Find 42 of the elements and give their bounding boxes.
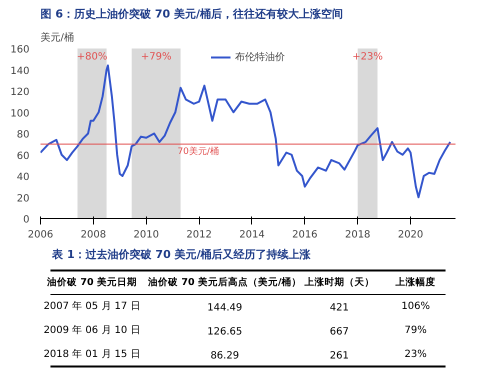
y-tick-label: 20 xyxy=(16,193,30,204)
band-label: +23% xyxy=(352,52,383,62)
x-tick-label: 2020 xyxy=(398,230,424,240)
text: 106% xyxy=(401,301,430,312)
y-tick-label: 0 xyxy=(23,214,30,226)
band-label: +80% xyxy=(76,52,108,62)
text: 86.29 xyxy=(210,350,240,362)
ref-line-label: 70美元/桶 xyxy=(177,146,219,158)
text: 421 xyxy=(330,302,349,314)
x-tick-label: 2008 xyxy=(80,230,106,240)
y-tick-label: 60 xyxy=(16,150,30,162)
text: 上涨幅度 xyxy=(394,276,436,288)
line-series xyxy=(40,64,452,198)
y-tick-label: 40 xyxy=(16,172,30,183)
text: 油价破 70 美元后高点（美元/桶） xyxy=(147,276,302,288)
x-tick-label: 2016 xyxy=(292,230,318,240)
text: 126.65 xyxy=(207,326,242,338)
y-tick-label: 120 xyxy=(10,87,30,98)
text: 23% xyxy=(404,349,427,360)
text: 667 xyxy=(330,326,349,338)
x-tick-label: 2010 xyxy=(134,230,159,240)
text: 油价破 70 美元日期 xyxy=(46,276,137,288)
text: 79% xyxy=(404,325,427,336)
x-tick-label: 2018 xyxy=(344,230,370,240)
text: 261 xyxy=(330,350,349,362)
y-tick-label: 100 xyxy=(10,108,30,120)
text: 表 1：过去油价突破 70 美元/桶后又经历了持续上涨 xyxy=(51,248,312,261)
y-axis-title: 美元/桶 xyxy=(40,32,74,44)
x-tick-label: 2014 xyxy=(239,230,265,240)
text: 2009 年 06 月 10 日 xyxy=(44,324,140,336)
text: 2018 年 01 月 15 日 xyxy=(44,348,140,360)
legend-label: 布伦特油价 xyxy=(235,50,285,64)
text: 144.49 xyxy=(207,302,242,314)
text: 2007 年 05 月 17 日 xyxy=(44,300,140,312)
x-tick-label: 2012 xyxy=(186,230,212,240)
y-tick-label: 80 xyxy=(16,130,30,140)
y-tick-label: 160 xyxy=(10,44,30,56)
text: 上涨时期（天） xyxy=(303,276,374,288)
chart-title: 图 6：历史上油价突破 70 美元/桶后，往往还有较大上涨空间 xyxy=(40,8,343,20)
band-label: +79% xyxy=(140,52,172,62)
x-tick-label: 2006 xyxy=(28,230,54,240)
y-tick-label: 140 xyxy=(10,66,30,77)
